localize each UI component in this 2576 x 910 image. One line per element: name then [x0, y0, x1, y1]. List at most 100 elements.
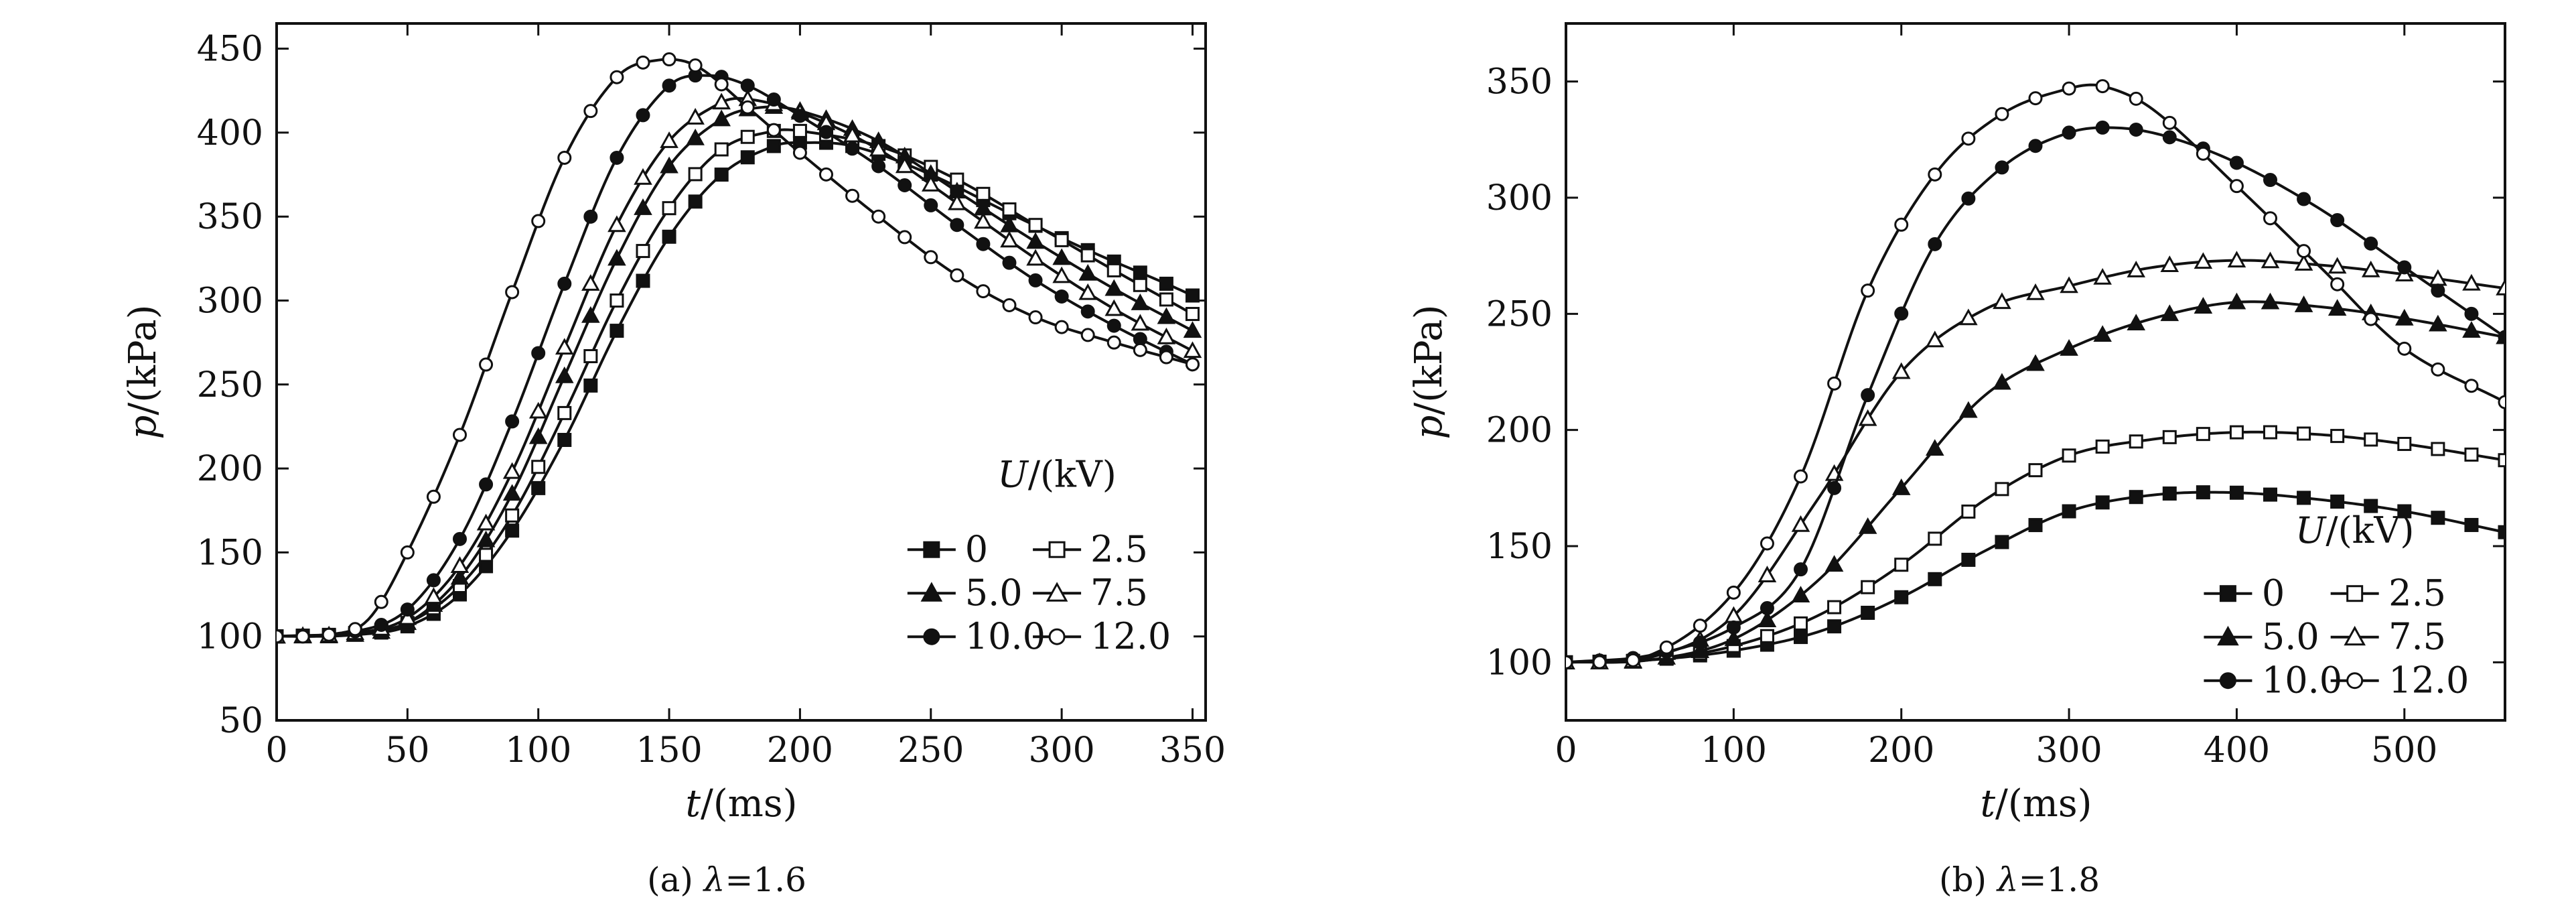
data-point — [688, 58, 703, 73]
legend-marker — [2346, 585, 2364, 602]
legend-item-12.0: 12.0 — [2330, 659, 2469, 702]
chart-panel-b: 0 100 200 300 400 500 100 150 200 250 300 350 t/(ms)… — [1407, 22, 2506, 899]
data-point — [2028, 91, 2043, 106]
series-10.0 — [1566, 120, 2505, 669]
data-point — [1925, 330, 1944, 348]
data-point — [712, 109, 731, 127]
x-axis-title: t/(ms) — [1981, 782, 2092, 826]
data-point — [2229, 179, 2244, 194]
data-point — [531, 460, 546, 474]
data-point — [2496, 278, 2505, 296]
data-point — [976, 186, 991, 201]
legend-label: 12.0 — [2388, 659, 2469, 702]
data-point — [610, 70, 624, 84]
legend-title-unit: /(kV) — [1028, 454, 1117, 496]
data-point — [1794, 630, 1808, 645]
series-line-2.5 — [277, 128, 1194, 638]
legend-marker — [920, 582, 943, 602]
data-point — [2394, 308, 2414, 326]
legend-label: 5.0 — [965, 572, 1023, 614]
data-point — [1961, 504, 1976, 519]
data-point — [1758, 610, 1777, 627]
data-point — [2093, 325, 2112, 342]
data-point — [505, 414, 520, 429]
y-tick-label: 150 — [1486, 527, 1553, 567]
data-point — [581, 306, 600, 323]
data-point — [1659, 640, 1674, 655]
data-point — [1894, 306, 1909, 321]
data-point — [1028, 310, 1043, 325]
x-axis-title-var: t — [1981, 782, 1996, 826]
data-point — [424, 587, 443, 604]
legend-label: 10.0 — [2262, 659, 2342, 702]
data-point — [1995, 535, 2009, 549]
series-12.0 — [1566, 79, 2505, 669]
data-point — [607, 215, 626, 233]
data-point — [634, 168, 652, 185]
y-tick-label: 100 — [1486, 643, 1553, 683]
y-tick-label: 300 — [197, 281, 263, 321]
data-point — [1928, 531, 1942, 546]
x-tick-label: 100 — [505, 730, 571, 771]
data-point — [398, 608, 417, 625]
data-point — [2196, 146, 2210, 161]
legend-title: U/(kV) — [2295, 509, 2415, 551]
series-0 — [277, 135, 1200, 644]
data-point — [2464, 379, 2479, 393]
data-point — [1691, 641, 1710, 658]
data-point — [921, 174, 940, 192]
data-point — [2397, 504, 2412, 519]
data-point — [2263, 487, 2277, 502]
data-point — [1794, 616, 1808, 631]
legend-item-7.5: 7.5 — [2330, 616, 2446, 658]
data-point — [1758, 566, 1777, 582]
data-point — [2261, 292, 2280, 310]
legend-item-0: 0 — [907, 528, 988, 570]
legend-item-2.5: 2.5 — [2330, 572, 2446, 614]
data-point — [1106, 318, 1121, 333]
data-point — [1791, 586, 1810, 603]
data-point — [610, 324, 624, 338]
data-point — [426, 489, 441, 504]
data-point — [2028, 463, 2043, 478]
legend: U/(kV)0 2.55.0 7.510.0 12.0 — [2204, 509, 2469, 702]
data-point — [1959, 308, 1978, 326]
legend-marker — [1048, 541, 1066, 558]
x-tick-label: 300 — [1028, 730, 1094, 771]
data-point — [2261, 251, 2280, 269]
data-point — [2227, 292, 2246, 310]
data-point — [2026, 354, 2045, 371]
plot-frame — [1565, 22, 2506, 722]
data-point — [714, 142, 729, 157]
data-point — [1592, 655, 1607, 669]
data-point — [1961, 191, 1976, 206]
data-point — [1028, 273, 1043, 287]
data-point — [2162, 486, 2177, 501]
data-point — [766, 92, 781, 107]
data-point — [1861, 283, 1875, 298]
data-point — [636, 108, 650, 123]
data-point — [1002, 202, 1017, 217]
data-point — [555, 338, 574, 355]
data-point — [1052, 248, 1071, 265]
data-point — [662, 52, 676, 67]
data-point — [1183, 341, 1202, 359]
data-point — [2498, 395, 2505, 409]
y-tick-label: 450 — [197, 29, 263, 70]
data-point — [2328, 299, 2347, 316]
data-point — [2129, 122, 2143, 137]
x-axis-title-unit: /(ms) — [701, 782, 797, 826]
caption-prefix: (b) — [1939, 860, 1997, 899]
x-axis-title-unit: /(ms) — [1995, 782, 2092, 826]
data-point — [2062, 504, 2076, 519]
y-tick-label: 200 — [197, 449, 263, 489]
y-axis-title-var: p — [121, 415, 165, 440]
data-point — [400, 545, 415, 560]
data-point — [452, 531, 467, 546]
legend-marker — [2346, 672, 2364, 690]
data-point — [950, 218, 964, 233]
data-point — [2093, 267, 2112, 285]
legend-marker — [923, 628, 940, 645]
data-point — [714, 168, 729, 182]
data-point — [2229, 485, 2244, 500]
